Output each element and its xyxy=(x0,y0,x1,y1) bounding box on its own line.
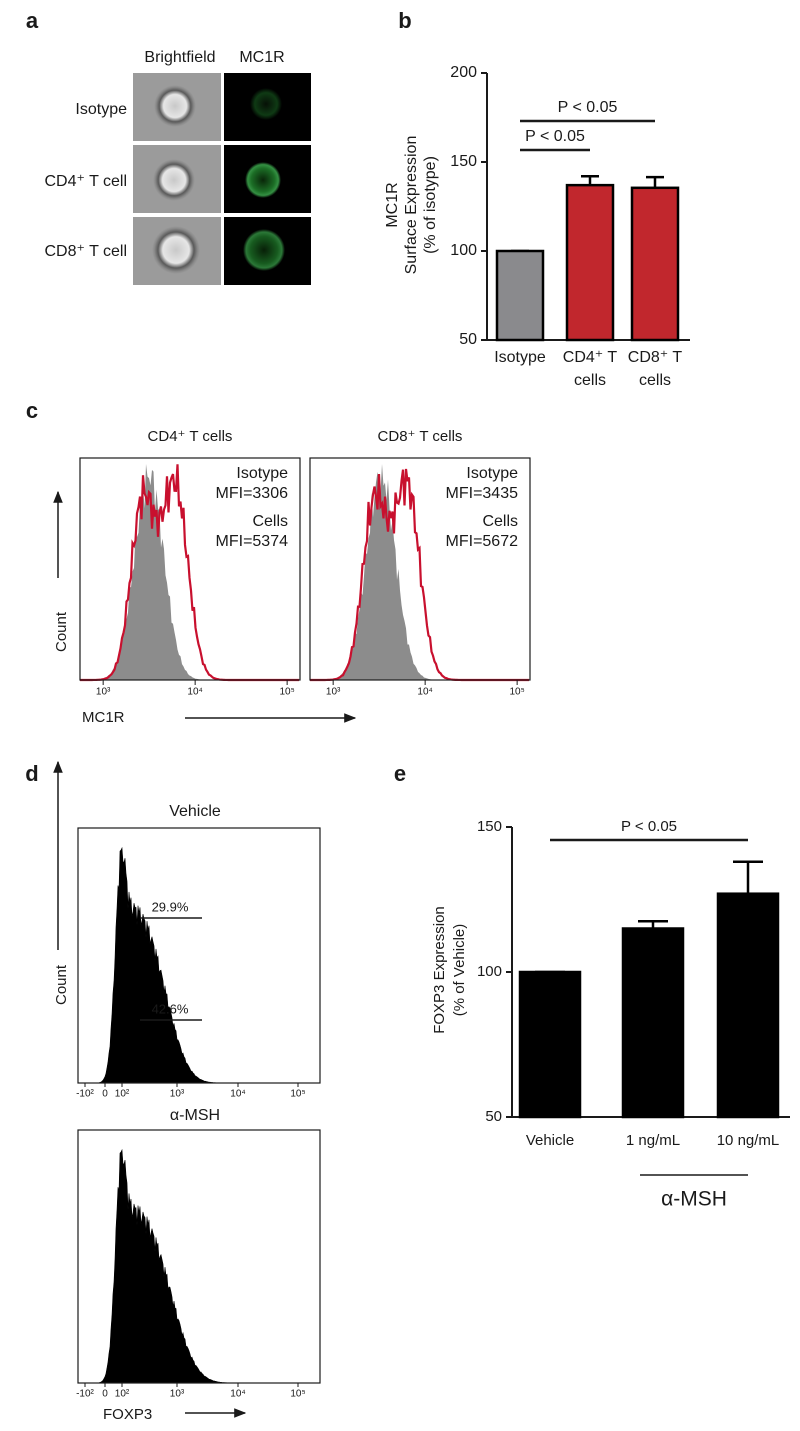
gate-percent: 29.9% xyxy=(152,899,189,914)
isotype-mfi: MFI=3435 xyxy=(446,485,519,502)
brightfield-cell xyxy=(153,159,195,201)
cells-mfi: MFI=5672 xyxy=(446,533,519,550)
x-tick-label: Vehicle xyxy=(525,1132,575,1149)
x-tick-label: 10² xyxy=(115,1389,130,1400)
x-tick-label: 10⁵ xyxy=(290,1389,305,1400)
x-tick-label: 10³ xyxy=(96,687,111,698)
x-tick-label: 10⁴ xyxy=(230,1389,245,1400)
x-tick-label: 10³ xyxy=(170,1089,185,1100)
plot-title: CD4⁺ T cells xyxy=(148,428,233,445)
bar xyxy=(495,249,545,342)
x-tick-label: 1 ng/mL xyxy=(625,1132,681,1149)
x-tick-label: 10² xyxy=(115,1089,130,1100)
gate-percent: 42.6% xyxy=(152,1001,189,1016)
panel-label: a xyxy=(26,8,39,33)
y-tick-label: 50 xyxy=(485,1108,502,1125)
group-label: α-MSH xyxy=(661,1188,727,1211)
x-tick-label: 10⁴ xyxy=(187,687,202,698)
significance-label: P < 0.05 xyxy=(525,128,585,145)
y-tick-label: 100 xyxy=(477,963,502,980)
row-label: CD8⁺ T cell xyxy=(44,243,127,260)
y-axis-label: (% of Vehicle) xyxy=(451,924,468,1017)
x-tick-label: Isotype xyxy=(494,349,546,366)
mc1r-cell xyxy=(245,162,281,198)
foxp3-histogram xyxy=(78,1148,320,1384)
x-tick-label: CD8⁺ T cells xyxy=(627,349,683,389)
x-tick-label: 10⁴ xyxy=(417,687,432,698)
plot-title: Vehicle xyxy=(169,803,221,820)
y-axis-label: MC1R xyxy=(384,182,401,227)
foxp3-histogram xyxy=(78,846,320,1084)
mc1r-cell xyxy=(250,88,282,120)
y-axis-label: Count xyxy=(53,611,70,652)
y-tick-label: 150 xyxy=(477,818,502,835)
y-tick-label: 150 xyxy=(450,153,477,170)
panel-label: c xyxy=(26,398,38,423)
plot-title: α-MSH xyxy=(170,1107,220,1124)
y-tick-label: 50 xyxy=(459,331,477,348)
x-tick-label: 10⁵ xyxy=(290,1089,305,1100)
x-tick-label: 10 ng/mL xyxy=(716,1132,780,1149)
significance-label: P < 0.05 xyxy=(621,818,677,835)
bar xyxy=(518,970,582,1119)
y-tick-label: 200 xyxy=(450,64,477,81)
brightfield-cell xyxy=(152,226,200,274)
plot-frame xyxy=(77,1129,321,1384)
panel-label: b xyxy=(398,8,411,33)
x-tick-label: 10⁵ xyxy=(509,687,524,698)
x-axis-label: FOXP3 xyxy=(103,1406,152,1423)
column-header: Brightfield xyxy=(144,49,215,66)
plot-title: CD8⁺ T cells xyxy=(378,428,463,445)
y-axis-label: Count xyxy=(53,964,70,1005)
cells-label: Cells xyxy=(482,513,518,530)
row-label: CD4⁺ T cell xyxy=(44,173,127,190)
bar xyxy=(630,186,680,342)
isotype-histogram xyxy=(310,464,530,680)
x-tick-label: 10³ xyxy=(170,1389,185,1400)
column-header: MC1R xyxy=(239,49,284,66)
x-axis-label: MC1R xyxy=(82,709,125,726)
x-tick-label: -10² xyxy=(76,1089,94,1100)
x-tick-label: CD4⁺ T cells xyxy=(562,349,618,389)
y-axis-label: Surface Expression xyxy=(403,136,420,275)
panel-label: e xyxy=(394,761,406,786)
x-tick-label: 0 xyxy=(102,1389,108,1400)
row-label: Isotype xyxy=(75,101,127,118)
bar xyxy=(716,892,780,1119)
bar xyxy=(565,183,615,342)
x-tick-label: 10⁴ xyxy=(230,1089,245,1100)
isotype-mfi: MFI=3306 xyxy=(216,485,289,502)
isotype-label: Isotype xyxy=(466,465,518,482)
cells-mfi: MFI=5374 xyxy=(216,533,289,550)
isotype-histogram xyxy=(80,464,300,680)
mc1r-cell xyxy=(243,229,285,271)
x-tick-label: 10³ xyxy=(326,687,341,698)
cells-label: Cells xyxy=(252,513,288,530)
isotype-label: Isotype xyxy=(236,465,288,482)
plot-frame xyxy=(77,827,321,1084)
plot-frame xyxy=(79,457,301,681)
significance-label: P < 0.05 xyxy=(558,99,618,116)
x-tick-label: 10⁵ xyxy=(279,687,294,698)
y-tick-label: 100 xyxy=(450,242,477,259)
y-axis-label: FOXP3 Expression xyxy=(431,906,448,1034)
y-axis-label: (% of isotype) xyxy=(422,156,439,254)
x-tick-label: -10² xyxy=(76,1389,94,1400)
microscopy-images xyxy=(133,73,311,285)
x-tick-label: 0 xyxy=(102,1089,108,1100)
bar xyxy=(621,927,685,1119)
plot-frame xyxy=(309,457,531,681)
panel-label: d xyxy=(25,761,38,786)
brightfield-cell xyxy=(154,85,196,127)
